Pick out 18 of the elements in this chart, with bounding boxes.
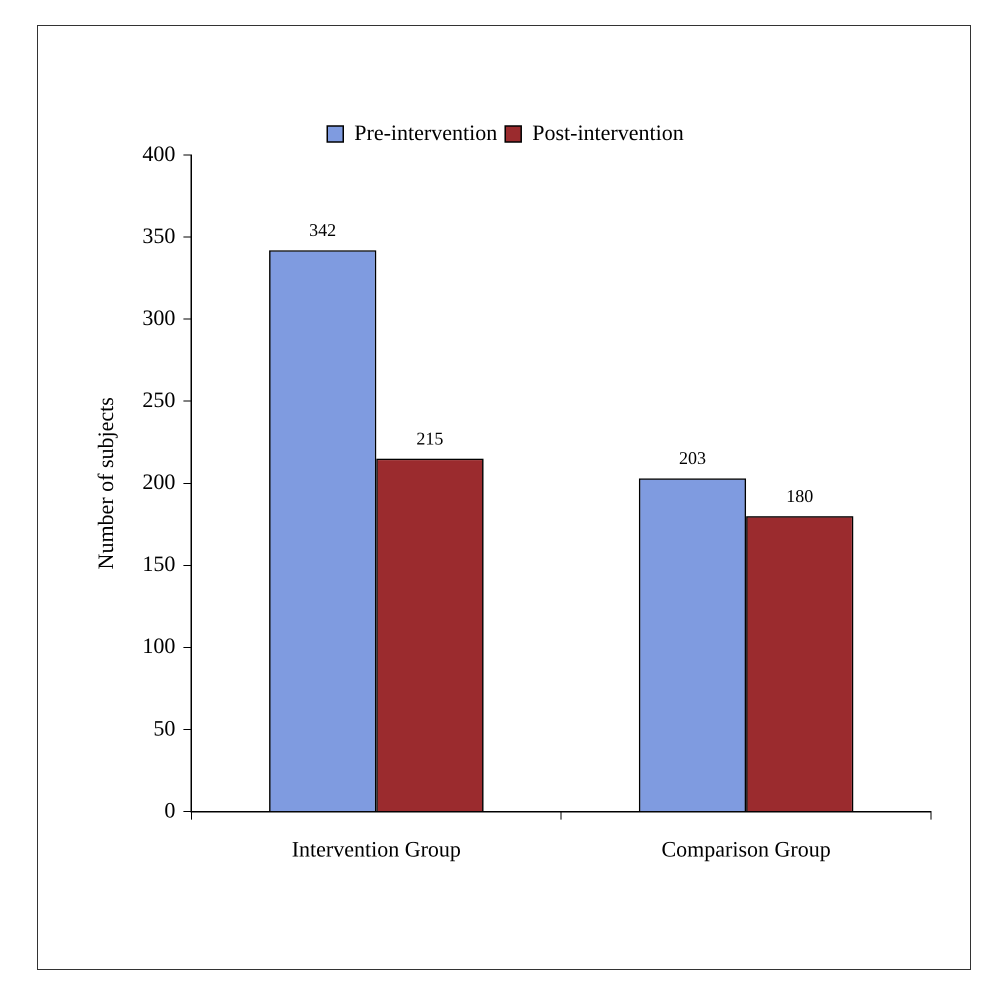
data-label: 342 — [309, 220, 336, 240]
legend-label: Pre-intervention — [354, 120, 498, 145]
y-axis-title: Number of subjects — [92, 397, 118, 570]
data-label: 203 — [678, 448, 706, 468]
y-tick-label: 200 — [142, 469, 176, 494]
y-tick-label: 50 — [153, 715, 176, 740]
y-tick-label: 0 — [164, 797, 176, 822]
data-label: 215 — [416, 428, 444, 448]
y-tick-label: 100 — [142, 633, 176, 658]
y-tick-label: 350 — [142, 222, 176, 248]
y-tick-label: 150 — [142, 551, 176, 576]
x-tick-label: Intervention Group — [292, 836, 461, 862]
x-tick-label: Comparison Group — [661, 836, 831, 862]
y-tick-label: 300 — [142, 304, 176, 330]
data-label: 180 — [786, 486, 814, 506]
y-tick-label: 400 — [142, 140, 176, 166]
legend-label: Post-intervention — [532, 120, 684, 145]
y-tick-label: 250 — [142, 387, 176, 412]
